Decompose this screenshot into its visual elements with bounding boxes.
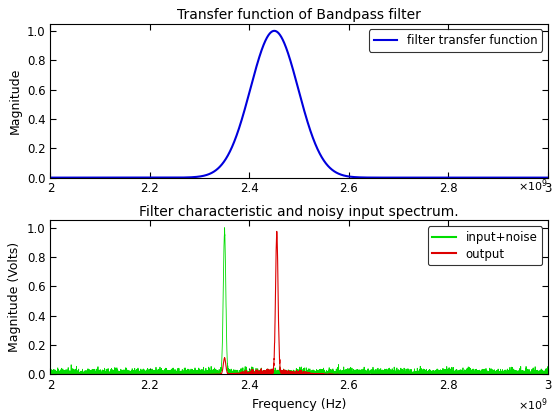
X-axis label: Frequency (Hz): Frequency (Hz) [252, 398, 347, 411]
Legend: filter transfer function: filter transfer function [369, 29, 542, 52]
Title: Transfer function of Bandpass filter: Transfer function of Bandpass filter [177, 8, 421, 22]
Text: $\times10^9$: $\times10^9$ [518, 396, 548, 413]
Y-axis label: Magnitude: Magnitude [8, 67, 21, 134]
Y-axis label: Magnitude (Volts): Magnitude (Volts) [8, 242, 21, 352]
Text: $\times10^9$: $\times10^9$ [518, 178, 548, 194]
Legend: input+noise, output: input+noise, output [428, 226, 542, 265]
Title: Filter characteristic and noisy input spectrum.: Filter characteristic and noisy input sp… [139, 205, 459, 219]
